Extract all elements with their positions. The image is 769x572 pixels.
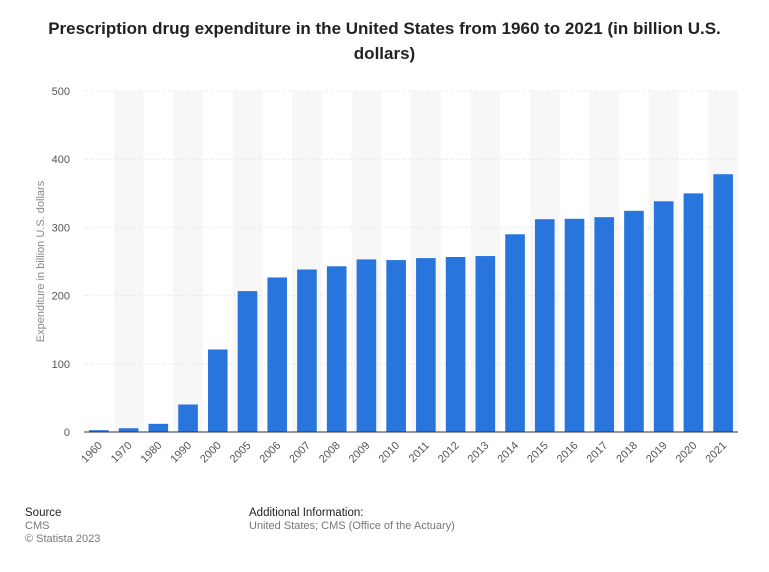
bar-1970[interactable] bbox=[118, 428, 139, 432]
bar-2010[interactable] bbox=[386, 260, 406, 432]
x-tick-1960: 1960 bbox=[79, 440, 105, 466]
bar-2020[interactable] bbox=[683, 193, 704, 432]
additional-info-heading: Additional Information: bbox=[249, 507, 364, 519]
bar-2021[interactable] bbox=[713, 174, 733, 433]
x-tick-2007: 2007 bbox=[287, 440, 313, 466]
x-tick-2019: 2019 bbox=[644, 440, 670, 466]
grid-lines bbox=[84, 90, 738, 365]
bar-2007[interactable] bbox=[297, 269, 317, 432]
y-axis-label: Expenditure in billion U.S. dollars bbox=[35, 180, 47, 342]
chart-title: Prescription drug expenditure in the Uni… bbox=[48, 19, 721, 63]
x-tick-2005: 2005 bbox=[228, 440, 254, 466]
y-tick-400: 400 bbox=[52, 154, 70, 166]
band-1970 bbox=[113, 91, 144, 432]
bar-2013[interactable] bbox=[475, 256, 496, 432]
bar-2009[interactable] bbox=[356, 259, 377, 432]
x-tick-1970: 1970 bbox=[109, 440, 135, 466]
bar-2014[interactable] bbox=[505, 234, 525, 432]
bar-2011[interactable] bbox=[416, 258, 436, 432]
y-axis-ticks: 0 100 200 300 400 500 bbox=[52, 86, 70, 439]
x-tick-2016: 2016 bbox=[555, 440, 581, 466]
bar-2017[interactable] bbox=[594, 217, 615, 432]
source-line-cms: CMS bbox=[25, 520, 50, 532]
bar-2018[interactable] bbox=[624, 210, 644, 432]
bar-2019[interactable] bbox=[653, 201, 674, 432]
additional-info-block: Additional Information: United States; C… bbox=[249, 507, 455, 533]
bar-2008[interactable] bbox=[326, 266, 347, 432]
x-tick-2015: 2015 bbox=[525, 440, 551, 466]
x-tick-2017: 2017 bbox=[585, 440, 611, 466]
y-tick-0: 0 bbox=[64, 427, 70, 439]
x-tick-2018: 2018 bbox=[614, 440, 640, 466]
x-tick-2011: 2011 bbox=[407, 440, 432, 465]
x-tick-2010: 2010 bbox=[376, 440, 402, 466]
bar-2006[interactable] bbox=[267, 277, 288, 432]
bar-2012[interactable] bbox=[445, 256, 466, 432]
x-axis-ticks: 1960 1970 1980 1990 2000 2005 2006 2007 2008 2009… bbox=[79, 440, 729, 466]
additional-info-line: United States; CMS (Office of the Actuar… bbox=[249, 520, 455, 532]
y-tick-500: 500 bbox=[52, 86, 70, 98]
x-tick-2009: 2009 bbox=[347, 440, 373, 466]
x-tick-2000: 2000 bbox=[198, 440, 224, 466]
bar-2000[interactable] bbox=[207, 349, 228, 432]
source-line-statista: © Statista 2023 bbox=[25, 533, 101, 545]
band-1990 bbox=[173, 91, 203, 432]
source-heading: Source bbox=[25, 507, 62, 519]
bar-2005[interactable] bbox=[237, 291, 258, 432]
y-tick-300: 300 bbox=[52, 222, 70, 234]
x-tick-2021: 2021 bbox=[703, 440, 729, 466]
bar-2015[interactable] bbox=[534, 219, 555, 432]
x-tick-1990: 1990 bbox=[168, 440, 194, 466]
x-tick-2006: 2006 bbox=[258, 440, 284, 466]
x-tick-2008: 2008 bbox=[317, 440, 343, 466]
x-tick-1980: 1980 bbox=[139, 440, 165, 466]
y-tick-200: 200 bbox=[52, 291, 70, 303]
x-tick-2012: 2012 bbox=[436, 440, 462, 466]
bar-1980[interactable] bbox=[148, 423, 169, 432]
y-tick-100: 100 bbox=[52, 359, 70, 371]
source-block: Source CMS © Statista 2023 bbox=[25, 507, 100, 546]
bars bbox=[89, 174, 733, 433]
x-tick-2020: 2020 bbox=[674, 440, 700, 466]
bar-2016[interactable] bbox=[564, 218, 585, 432]
bar-1960[interactable] bbox=[89, 430, 109, 432]
bar-1990[interactable] bbox=[178, 404, 198, 432]
x-tick-2013: 2013 bbox=[466, 440, 492, 466]
x-tick-2014: 2014 bbox=[495, 440, 521, 466]
